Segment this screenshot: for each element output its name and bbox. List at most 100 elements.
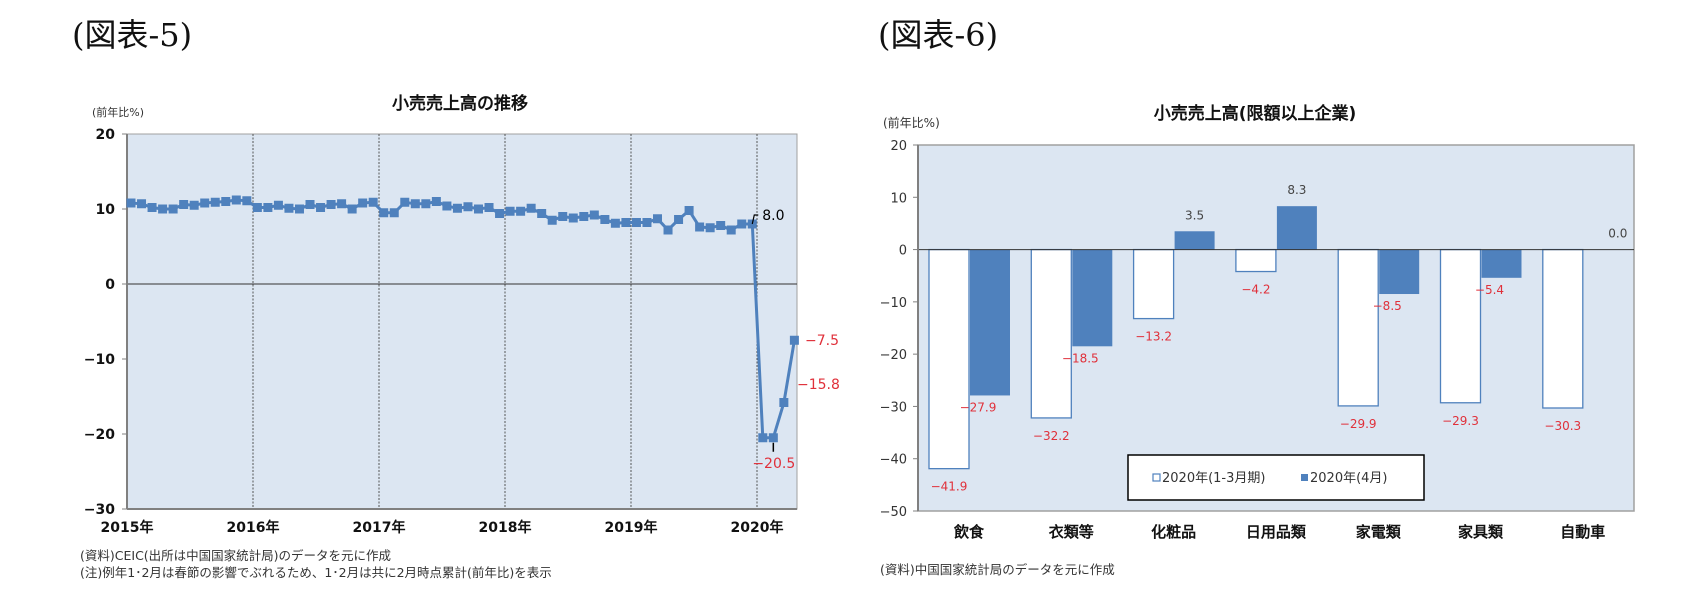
data-marker — [326, 200, 336, 209]
chart-title: 小売売上高(限額以上企業) — [1154, 103, 1357, 124]
data-marker — [758, 433, 768, 443]
x-category-label: 化粧品 — [1151, 523, 1196, 541]
data-marker — [526, 203, 536, 213]
data-marker — [221, 197, 231, 206]
data-marker — [368, 197, 378, 207]
data-marker — [768, 433, 778, 443]
retail-sales-category-bar-chart: 小売売上高(限額以上企業) (前年比%) −50 −40 −30 −20 −10 0 10 20 −… — [880, 103, 1635, 541]
data-marker — [695, 222, 705, 232]
data-marker — [484, 203, 494, 212]
y-tick-label: 20 — [96, 127, 116, 143]
data-marker — [168, 204, 178, 214]
y-tick-label: −10 — [84, 352, 115, 368]
bar-value-label: 8.3 — [1287, 183, 1306, 197]
bar-value-label: −13.2 — [1135, 330, 1172, 344]
bar-value-label: 3.5 — [1185, 208, 1204, 222]
data-marker — [558, 212, 568, 221]
legend-swatch-april — [1301, 474, 1308, 481]
figure-6-notes: (資料)中国国家統計局のデータを元に作成 — [880, 561, 1115, 578]
bar-value-label: −8.5 — [1373, 299, 1402, 313]
y-tick-label: −20 — [880, 348, 907, 363]
data-marker — [463, 202, 473, 212]
bar-value-label: −30.3 — [1544, 419, 1581, 433]
data-marker — [442, 201, 452, 211]
bar-q1 — [928, 248, 970, 470]
figure-5-footnote: (注)例年1･2月は春節の影響でぶれるため、1･2月は共に2月時点累計(前年比)… — [80, 565, 552, 580]
bar-q1 — [1030, 248, 1072, 419]
bar-q1 — [1542, 248, 1584, 409]
annotation-label: −7.5 — [805, 333, 839, 349]
bar-value-label: −32.2 — [1033, 429, 1070, 443]
data-marker — [284, 203, 294, 213]
y-axis-unit-label: (前年比%) — [883, 115, 940, 130]
bar-value-label: −29.9 — [1340, 417, 1377, 431]
data-marker — [147, 203, 157, 212]
data-marker — [242, 196, 252, 206]
data-marker — [789, 335, 799, 345]
data-marker — [452, 203, 462, 213]
data-marker — [137, 199, 147, 209]
bar-value-label: 0.0 — [1608, 227, 1627, 241]
data-marker — [663, 225, 673, 235]
bar-q1 — [1337, 248, 1379, 407]
annotation-label: −20.5 — [752, 456, 795, 472]
bar-value-label: −41.9 — [931, 480, 968, 494]
data-marker — [547, 215, 557, 225]
data-marker — [726, 225, 736, 235]
bar-april — [1276, 206, 1317, 250]
bar-q1 — [1235, 248, 1277, 273]
bar-value-label: −27.9 — [960, 400, 997, 414]
x-category-label: 日用品類 — [1246, 523, 1307, 541]
data-marker — [316, 203, 326, 212]
data-marker — [674, 215, 684, 224]
data-marker — [431, 197, 441, 206]
data-marker — [421, 199, 431, 209]
data-marker — [400, 197, 410, 207]
annotation-leader — [751, 214, 759, 225]
data-marker — [600, 215, 610, 224]
bar-value-label: −4.2 — [1241, 283, 1270, 297]
figure-5-source-note: (資料)CEIC(出所は中国国家統計局)のデータを元に作成 — [80, 548, 392, 563]
y-tick-label: 20 — [890, 139, 907, 154]
data-marker — [410, 199, 420, 209]
bar-q1 — [1439, 248, 1482, 404]
y-tick-label: 0 — [899, 244, 907, 259]
data-marker — [158, 204, 168, 214]
legend-swatch-q1 — [1152, 473, 1161, 482]
data-marker — [631, 218, 641, 227]
data-marker — [610, 218, 620, 228]
y-axis-unit-label: (前年比%) — [92, 105, 144, 119]
data-marker — [642, 218, 652, 227]
x-category-label: 飲食 — [953, 523, 985, 541]
x-tick-label: 2016年 — [227, 519, 280, 536]
bar-april — [970, 249, 1010, 396]
data-marker — [779, 398, 789, 407]
x-tick-label: 2018年 — [479, 519, 532, 536]
data-marker — [273, 200, 283, 210]
chart-legend: 2020年(1-3月期) 2020年(4月) — [1127, 454, 1425, 501]
data-marker — [705, 223, 715, 233]
bar-q1 — [1132, 248, 1175, 320]
y-tick-label: −30 — [84, 502, 115, 518]
x-category-label: 衣類等 — [1049, 523, 1094, 541]
bar-value-label: −5.4 — [1475, 283, 1504, 297]
data-marker — [231, 195, 241, 205]
data-marker — [200, 198, 210, 208]
legend-entry-q1: 2020年(1-3月期) — [1162, 471, 1265, 486]
data-marker — [516, 206, 526, 216]
data-marker — [737, 219, 747, 229]
data-marker — [210, 197, 220, 207]
legend-box — [1127, 454, 1425, 501]
bar-value-label: −29.3 — [1442, 414, 1479, 428]
figure-5-label: (図表-5) — [72, 16, 193, 54]
data-marker — [473, 204, 483, 214]
figure-6-source-note: (資料)中国国家統計局のデータを元に作成 — [880, 562, 1115, 577]
data-marker — [495, 209, 505, 218]
data-marker — [379, 208, 389, 218]
data-marker — [126, 198, 136, 208]
data-marker — [568, 213, 578, 223]
data-marker — [621, 218, 631, 227]
data-marker — [305, 200, 315, 209]
data-marker — [263, 203, 273, 212]
bar-value-label: −18.5 — [1062, 351, 1099, 365]
